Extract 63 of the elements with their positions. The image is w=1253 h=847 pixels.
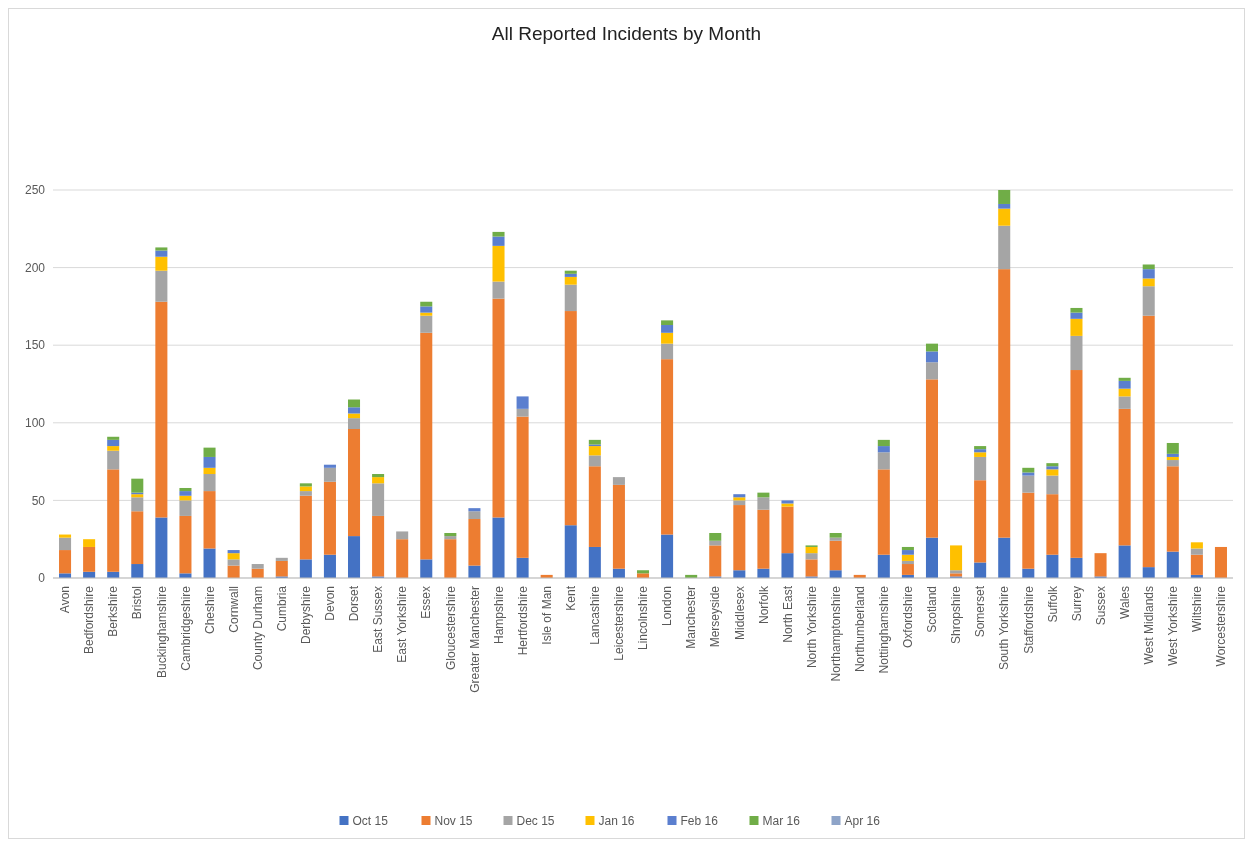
x-tick-label: Isle of Man (539, 586, 554, 645)
legend-label: Dec 15 (516, 814, 555, 828)
x-tick-label: Somerset (973, 585, 988, 638)
x-tick-label: London (660, 586, 675, 627)
x-tick-label: Bristol (130, 586, 145, 620)
x-tick-label: West Midlands (1141, 586, 1156, 665)
x-tick-label: North Yorkshire (804, 585, 819, 669)
x-tick-label: Norfolk (756, 585, 771, 625)
x-tick-label: Oxfordshire (901, 585, 916, 649)
x-tick-label: Greater Manchester (467, 586, 482, 693)
y-tick-label: 150 (24, 338, 46, 353)
x-tick-label: Hampshire (491, 585, 506, 645)
y-tick-label: 50 (31, 493, 46, 508)
x-tick-label: Cheshire (202, 585, 217, 635)
legend-label: Mar 16 (762, 814, 801, 828)
x-tick-label: Northamptonshire (828, 585, 843, 682)
x-tick-label: Scotland (925, 586, 940, 633)
x-tick-label: Sussex (1093, 586, 1108, 626)
y-tick-label: 100 (24, 416, 46, 430)
x-tick-label: Leicestershire (612, 585, 627, 661)
x-tick-label: Middlesex (732, 586, 747, 641)
x-tick-label: Dorset (347, 585, 362, 622)
x-tick-label: East Yorkshire (395, 585, 410, 663)
x-tick-label: Wiltshire (1190, 585, 1205, 633)
x-tick-label: Kent (563, 585, 578, 611)
x-tick-label: Bedfordshire (82, 585, 97, 655)
y-tick-label: 250 (24, 183, 46, 198)
x-tick-label: Nottinghamshire (877, 585, 892, 674)
x-tick-label: West Yorkshire (1166, 585, 1180, 666)
chart-title: All Reported Incidents by Month (491, 23, 762, 44)
x-tick-label: Essex (419, 586, 434, 619)
x-tick-label: Cornwall (226, 586, 241, 633)
legend-label: Nov 15 (434, 814, 473, 828)
x-tick-label: Lancashire (588, 585, 603, 645)
x-tick-label: North East (780, 585, 795, 643)
x-tick-label: Hertfordshire (515, 585, 530, 656)
x-tick-label: Manchester (684, 586, 699, 649)
x-tick-label: Derbyshire (299, 585, 314, 645)
x-tick-label: Cumbria (274, 585, 289, 632)
x-tick-label: Surrey (1069, 586, 1084, 622)
x-tick-label: Worcestershire (1214, 585, 1229, 667)
x-tick-label: Shropshire (949, 585, 964, 645)
x-tick-label: Wales (1117, 586, 1132, 619)
x-tick-label: Berkshire (106, 585, 121, 637)
legend-label: Oct 15 (352, 814, 389, 828)
x-tick-label: East Sussex (371, 586, 386, 653)
y-tick-label: 200 (24, 260, 46, 275)
x-tick-label: Buckinghamshire (154, 585, 169, 679)
x-tick-label: Lincolnshire (636, 585, 651, 651)
x-tick-label: Avon (58, 586, 73, 614)
x-tick-label: Merseyside (708, 585, 723, 648)
x-tick-label: Suffolk (1045, 585, 1060, 623)
x-tick-label: Gloucestershire (443, 585, 458, 671)
y-tick-label: 0 (38, 571, 46, 586)
legend-label: Apr 16 (844, 814, 881, 828)
x-tick-label: Cambridgeshire (178, 585, 193, 671)
x-tick-label: South Yorkshire (997, 585, 1012, 671)
x-tick-label: Devon (323, 586, 338, 621)
legend-label: Jan 16 (598, 814, 635, 828)
legend-label: Feb 16 (680, 814, 719, 828)
x-tick-label: County Durham (250, 586, 265, 671)
x-tick-label: Staffordshire (1021, 585, 1036, 654)
x-tick-label: Northumberland (852, 586, 867, 673)
